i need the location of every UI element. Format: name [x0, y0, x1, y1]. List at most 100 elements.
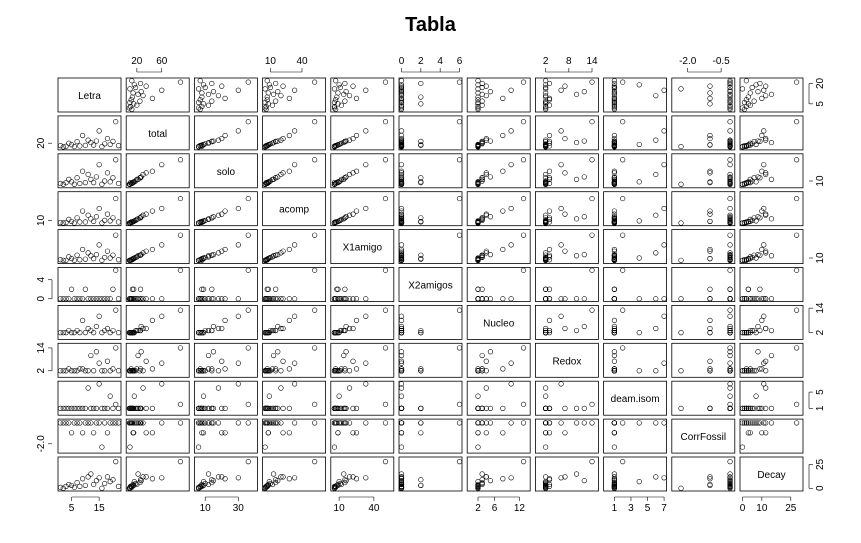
point-redox-corrfossil-9	[707, 366, 713, 372]
point-nucleo-letra-20	[110, 327, 116, 334]
point-deam-isom-acomp-18	[280, 405, 286, 412]
point-redox-decay-18	[763, 358, 769, 364]
point-deam-isom-solo-22	[197, 405, 203, 412]
point-solo-nucleo-18	[483, 170, 489, 176]
point-nucleo-total-21	[177, 307, 184, 313]
point-total-x1amigo-17	[337, 141, 343, 147]
panel-redox-corrfossil	[671, 342, 736, 378]
point-decay-letra-11	[85, 474, 91, 480]
point-solo-total-18	[143, 170, 149, 176]
point-letra-solo-8	[197, 97, 203, 103]
point-acomp-solo-19	[200, 218, 207, 224]
point-total-letra-17	[102, 141, 108, 147]
point-corrfossil-x1amigo-18	[350, 430, 356, 436]
point-deam-isom-x1amigo-13	[335, 405, 341, 412]
point-corrfossil-acomp-13	[265, 430, 271, 436]
point-acomp-x1amigo-21	[382, 195, 389, 202]
point-letra-solo-11	[215, 93, 222, 99]
point-acomp-x1amigo-14	[343, 214, 349, 220]
point-deam-isom-total-16	[127, 405, 133, 412]
point-deam-isom-decay-17	[749, 405, 755, 412]
point-total-solo-15	[235, 128, 241, 134]
point-total-solo-11	[215, 137, 222, 143]
point-deam-isom-nucleo-21	[520, 401, 527, 407]
point-x1amigo-total-9	[149, 246, 155, 253]
panel-total-x1amigo	[330, 115, 395, 151]
point-acomp-deam-isom-21	[620, 195, 626, 202]
point-letra-solo-17	[202, 84, 208, 91]
point-decay-solo-12	[205, 471, 212, 477]
point-acomp-solo-21	[245, 195, 251, 202]
point-deam-isom-acomp-9	[286, 405, 292, 412]
point-nucleo-x2amigos-20	[418, 327, 424, 334]
point-redox-solo-15	[235, 360, 241, 366]
point-deam-isom-decay-11	[763, 385, 769, 391]
point-deam-isom-corrfossil-16	[678, 405, 684, 412]
point-acomp-letra-1	[57, 219, 64, 226]
panel-deam-isom-solo	[193, 380, 258, 416]
point-redox-deam-isom-14	[611, 349, 618, 355]
point-decay-letra-22	[115, 483, 122, 489]
point-letra-total-2	[126, 105, 132, 111]
variable-label-x2amigos: X2amigos	[408, 281, 452, 292]
point-decay-x2amigos-12	[398, 471, 405, 477]
point-corrfossil-solo-11	[215, 420, 222, 426]
point-x1amigo-redox-21	[589, 232, 595, 238]
point-redox-x1amigo-22	[333, 368, 339, 374]
point-solo-letra-18	[104, 170, 111, 176]
panel-acomp-acomp	[262, 191, 327, 227]
point-total-letra-9	[79, 132, 86, 139]
point-x1amigo-letra-22	[115, 257, 122, 263]
point-x2amigos-acomp-18	[280, 296, 286, 302]
point-letra-x2amigos-14	[398, 88, 405, 95]
point-x2amigos-solo-11	[215, 296, 222, 302]
point-solo-total-22	[129, 180, 135, 187]
point-deam-isom-decay-19	[753, 393, 759, 399]
point-corrfossil-letra-3	[63, 420, 69, 426]
point-nucleo-total-19	[131, 330, 137, 336]
point-acomp-decay-16	[739, 220, 746, 226]
point-total-x1amigo-11	[346, 137, 353, 143]
point-letra-decay-15	[761, 87, 767, 93]
point-redox-x1amigo-9	[353, 366, 360, 372]
point-nucleo-acomp-19	[266, 330, 272, 336]
point-nucleo-x2amigos-10	[418, 330, 424, 336]
point-letra-solo-9	[222, 95, 228, 101]
point-redox-corrfossil-20	[727, 366, 733, 372]
point-solo-redox-19	[543, 179, 549, 185]
point-letra-x1amigo-11	[346, 93, 353, 99]
point-decay-acomp-15	[292, 475, 298, 481]
point-x2amigos-decay-7	[751, 296, 757, 302]
panel-letra-acomp	[262, 77, 327, 113]
point-decay-corrfossil-12	[727, 471, 733, 477]
point-acomp-corrfossil-22	[727, 219, 733, 225]
point-nucleo-acomp-22	[264, 330, 270, 336]
point-total-deam-isom-22	[611, 143, 618, 149]
point-deam-isom-decay-20	[757, 405, 763, 412]
point-solo-x2amigos-14	[398, 174, 405, 180]
point-letra-x2amigos-22	[398, 78, 405, 84]
point-deam-isom-letra-3	[63, 405, 69, 412]
point-letra-deam-isom-9	[611, 95, 618, 101]
point-x1amigo-nucleo-22	[475, 257, 481, 263]
point-deam-isom-total-9	[149, 405, 155, 412]
point-deam-isom-total-21	[177, 401, 184, 407]
point-letra-redox-3	[543, 103, 549, 110]
point-x2amigos-nucleo-20	[479, 286, 485, 292]
point-x1amigo-deam-isom-9	[611, 246, 618, 253]
point-x2amigos-decay-15	[761, 296, 767, 302]
point-deam-isom-nucleo-14	[487, 405, 494, 412]
point-letra-decay-16	[739, 86, 746, 92]
point-letra-acomp-19	[266, 82, 272, 88]
panel-redox-decay	[739, 342, 804, 378]
y-tick-label-deam-isom-2: 5	[815, 389, 826, 395]
point-solo-x2amigos-9	[398, 168, 405, 174]
point-total-nucleo-22	[475, 143, 481, 149]
y-tick-label-decay-1: 0	[815, 485, 826, 491]
point-letra-x2amigos-11	[398, 93, 405, 99]
point-solo-letra-11	[85, 171, 91, 178]
y-tick-label-nucleo-2: 14	[815, 302, 826, 314]
point-corrfossil-x1amigo-22	[333, 420, 339, 426]
point-nucleo-x1amigo-22	[333, 330, 339, 336]
point-solo-corrfossil-13	[707, 180, 713, 186]
